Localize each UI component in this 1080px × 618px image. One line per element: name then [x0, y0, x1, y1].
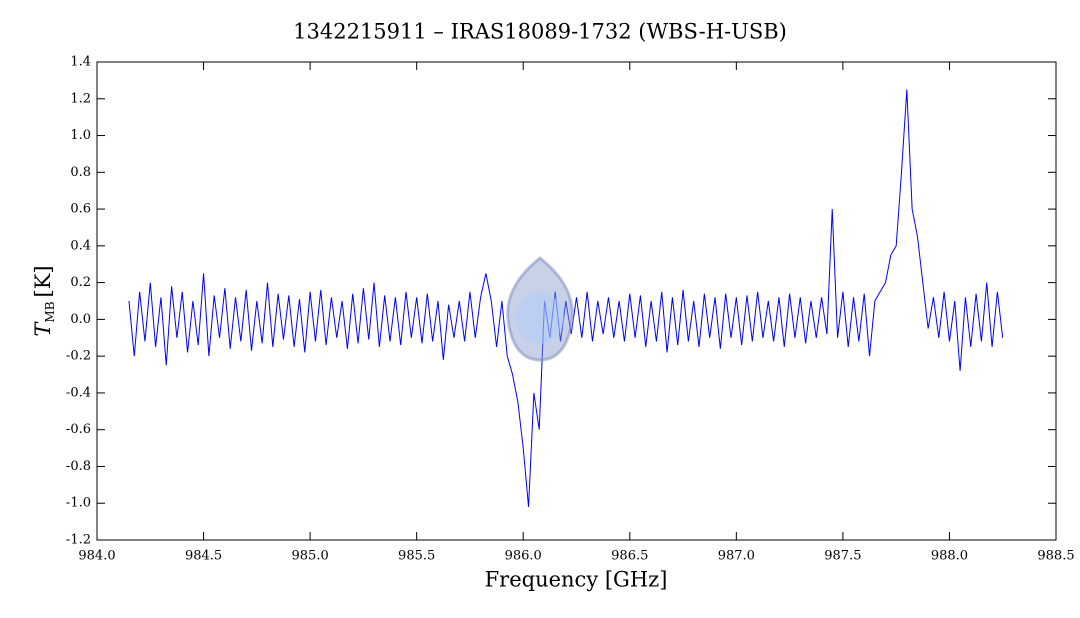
- x-tick-label: 987.0: [718, 549, 755, 564]
- watermark-drop: [506, 256, 574, 362]
- y-tick-label: -0.4: [66, 385, 91, 400]
- y-tick-label: 0.4: [70, 238, 91, 253]
- x-tick-label: 984.0: [78, 549, 115, 564]
- y-axis-label: TMB [K]: [31, 265, 57, 336]
- x-tick-label: 988.5: [1037, 549, 1074, 564]
- y-tick-label: -0.8: [66, 459, 91, 474]
- x-tick-label: 986.5: [611, 549, 648, 564]
- x-tick-label: 988.0: [931, 549, 968, 564]
- y-label-unit: [K]: [31, 265, 55, 297]
- x-tick-label: 985.5: [398, 549, 435, 564]
- x-tick-label: 986.0: [505, 549, 542, 564]
- y-tick-label: 1.4: [70, 55, 91, 70]
- plot-frame: [96, 61, 1057, 541]
- y-label-symbol: T: [31, 321, 55, 337]
- plot-area: [128, 89, 1004, 507]
- chart-title: 1342215911 – IRAS18089-1732 (WBS-H-USB): [293, 20, 787, 44]
- watermark-highlight: [516, 292, 564, 344]
- y-tick-label: 0.2: [70, 275, 91, 290]
- x-tick-label: 984.5: [185, 549, 222, 564]
- y-tick-label: 0.8: [70, 165, 91, 180]
- y-label-subscript: MB: [43, 301, 57, 322]
- y-tick-label: 0.0: [70, 312, 91, 327]
- y-tick-label: 1.2: [70, 91, 91, 106]
- x-tick-label: 985.0: [292, 549, 329, 564]
- y-tick-label: -0.6: [66, 422, 91, 437]
- y-tick-label: 0.6: [70, 202, 91, 217]
- y-tick-label: -0.2: [66, 349, 91, 364]
- y-tick-label: -1.2: [66, 533, 91, 548]
- y-tick-label: 1.0: [70, 128, 91, 143]
- x-tick-label: 987.5: [824, 549, 861, 564]
- x-axis-label: Frequency [GHz]: [485, 568, 668, 592]
- y-axis-label-text: TMB [K]: [31, 265, 57, 336]
- spectrum-line: [128, 89, 1004, 507]
- y-tick-label: -1.0: [66, 496, 91, 511]
